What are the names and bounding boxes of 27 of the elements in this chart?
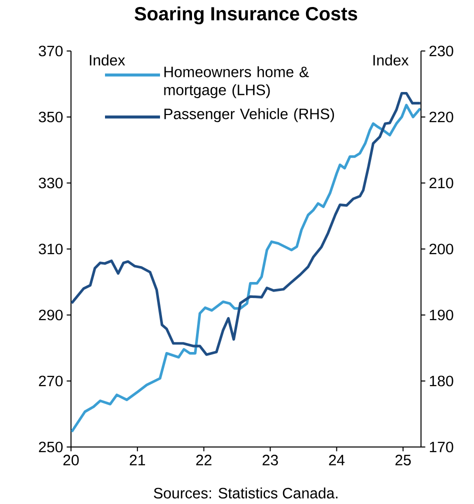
y2-tick-label: 230 bbox=[430, 46, 454, 56]
y-tick-label: 270 bbox=[38, 376, 63, 386]
y-tick-label: 350 bbox=[38, 112, 63, 122]
y-tick-label: 310 bbox=[38, 244, 63, 254]
x-tick-label: 25 bbox=[395, 454, 411, 466]
y-tick-label: 250 bbox=[38, 442, 63, 452]
line-series bbox=[71, 104, 422, 434]
y2-tick-label: 220 bbox=[430, 112, 454, 122]
legend-label: Passenger Vehicle (RHS) bbox=[164, 108, 334, 122]
x-tick-label: 22 bbox=[196, 454, 212, 466]
x-tick-label: 21 bbox=[130, 454, 146, 466]
y2-tick-label: 170 bbox=[430, 442, 454, 452]
y2-tick-label: 210 bbox=[430, 178, 454, 188]
x-tick-label: 24 bbox=[329, 454, 345, 466]
y-tick-label: 290 bbox=[38, 310, 63, 320]
y2-tick-label: 190 bbox=[430, 310, 454, 320]
legend-label: Homeowners home & mortgage (LHS) bbox=[164, 66, 309, 98]
y2-tick-label: 180 bbox=[430, 376, 454, 386]
y-axis-title: Index bbox=[90, 54, 126, 66]
x-tick-label: 20 bbox=[63, 454, 79, 466]
y-tick-label: 330 bbox=[38, 178, 63, 188]
source-note: Sources: Statistics Canada. bbox=[154, 487, 338, 498]
y2-tick-label: 200 bbox=[430, 244, 454, 254]
x-tick-label: 23 bbox=[262, 454, 278, 466]
y-tick-label: 370 bbox=[38, 46, 63, 56]
chart-title: Soaring Insurance Costs bbox=[134, 6, 358, 24]
y2-axis-title: Index bbox=[373, 54, 409, 66]
